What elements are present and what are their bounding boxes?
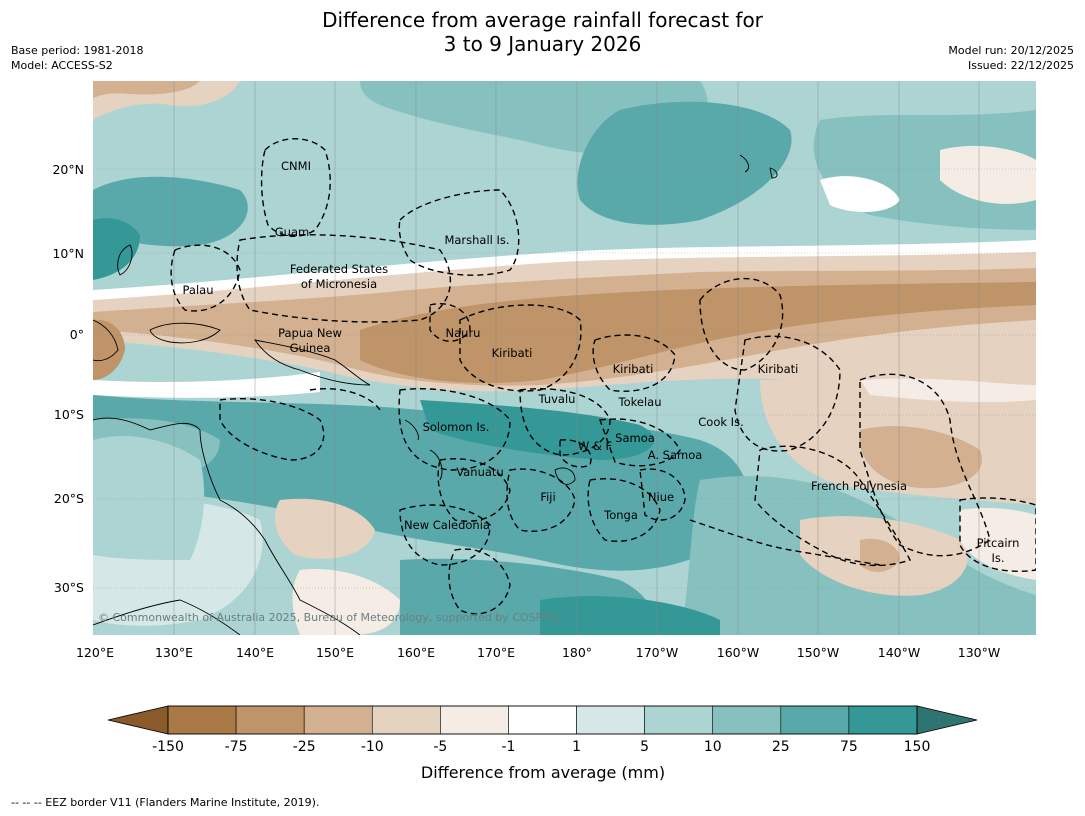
label-pitcairn-2: Is. <box>991 551 1004 565</box>
map-title: Difference from average rainfall forecas… <box>0 8 1085 56</box>
colorbar-tick-label: 25 <box>772 739 790 755</box>
label-fsm-1: Federated States <box>290 262 388 276</box>
colorbar-tick-label: -150 <box>152 739 184 755</box>
lat-tick: 20°S <box>54 491 84 506</box>
meta-left: Base period: 1981-2018 Model: ACCESS-S2 <box>11 43 143 73</box>
longitude-ticks: 120°E 130°E 140°E 150°E 160°E 170°E 180°… <box>76 645 1000 660</box>
colorbar-label: Difference from average (mm) <box>421 763 665 782</box>
colorbar-segment <box>780 705 850 735</box>
colorbar-tick-label: -5 <box>433 739 447 755</box>
colorbar-tick-label: -75 <box>225 739 248 755</box>
lon-tick: 150°E <box>316 645 354 660</box>
label-cnmi: CNMI <box>281 159 311 173</box>
colorbar-segment <box>508 705 577 735</box>
model-run: Model run: 20/12/2025 <box>948 44 1074 57</box>
lat-tick: 30°S <box>54 580 84 595</box>
eez-footnote: -- -- -- EEZ border V11 (Flanders Marine… <box>11 796 320 809</box>
lat-tick: 10°N <box>52 246 84 261</box>
model-name: Model: ACCESS-S2 <box>11 59 113 72</box>
label-wallis-futuna: W & F <box>578 439 612 453</box>
lon-tick: 170°W <box>636 645 678 660</box>
graticule <box>93 81 1036 635</box>
label-nauru: Nauru <box>446 326 481 340</box>
title-line-1: Difference from average rainfall forecas… <box>322 8 763 32</box>
label-png-1: Papua New <box>278 326 342 340</box>
lon-tick: 160°W <box>717 645 759 660</box>
lon-tick: 160°E <box>397 645 435 660</box>
colorbar-segment <box>167 705 237 735</box>
lon-tick: 140°W <box>878 645 920 660</box>
colorbar-tick-label: 5 <box>640 739 649 755</box>
colorbar-segments <box>167 705 918 735</box>
lon-tick: 140°E <box>236 645 274 660</box>
colorbar-segment <box>848 705 918 735</box>
label-tuvalu: Tuvalu <box>538 392 576 406</box>
colorbar-tick-label: 10 <box>704 739 722 755</box>
region-labels: CNMI Guam Marshall Is. Federated States … <box>183 159 1020 565</box>
colorbar-tick-label: -25 <box>293 739 316 755</box>
colorbar-segment <box>576 705 645 735</box>
lon-tick: 130°E <box>155 645 193 660</box>
anomaly-field <box>93 81 1036 635</box>
label-kiribati-central: Kiribati <box>613 362 654 376</box>
label-niue: Niue <box>648 490 674 504</box>
label-new-caledonia: New Caledonia <box>404 518 490 532</box>
colorbar-segment <box>712 705 782 735</box>
label-vanuatu: Vanuatu <box>456 465 503 479</box>
label-palau: Palau <box>183 283 214 297</box>
colorbar-extend-high <box>916 705 978 735</box>
lon-tick: 130°W <box>958 645 1000 660</box>
issued-date: Issued: 22/12/2025 <box>967 59 1074 72</box>
meta-right: Model run: 20/12/2025 Issued: 22/12/2025 <box>948 43 1074 73</box>
colorbar-tick-label: -1 <box>501 739 515 755</box>
colorbar-segment <box>303 705 373 735</box>
lat-tick: 10°S <box>54 407 84 422</box>
colorbar-tick-label: 150 <box>904 739 931 755</box>
label-fsm-2: of Micronesia <box>301 277 377 291</box>
label-american-samoa: A. Samoa <box>648 448 703 462</box>
colorbar-tick-label: -10 <box>361 739 384 755</box>
colorbar-tick-label: 75 <box>840 739 858 755</box>
copyright-notice: © Commonwealth of Australia 2025, Bureau… <box>98 611 561 624</box>
lon-tick: 120°E <box>76 645 114 660</box>
label-marshall: Marshall Is. <box>444 233 509 247</box>
colorbar-segment <box>644 705 714 735</box>
lon-tick: 150°W <box>797 645 839 660</box>
latitude-ticks: 20°N 10°N 0° 10°S 20°S 30°S <box>52 162 84 595</box>
label-tokelau: Tokelau <box>618 395 662 409</box>
lon-tick: 180° <box>562 645 592 660</box>
colorbar-extend-low <box>107 705 169 735</box>
coastlines <box>93 154 778 635</box>
label-pitcairn-1: Pitcairn <box>977 536 1020 550</box>
title-line-2: 3 to 9 January 2026 <box>443 32 642 56</box>
colorbar: -150 -75 -25 -10 -5 -1 1 5 10 25 75 150 Difference … <box>107 705 978 782</box>
label-solomon: Solomon Is. <box>423 420 490 434</box>
lat-tick: 20°N <box>52 162 84 177</box>
colorbar-segment <box>235 705 305 735</box>
label-png-2: Guinea <box>290 341 331 355</box>
label-samoa: Samoa <box>615 431 655 445</box>
label-french-polynesia: French Polynesia <box>811 479 907 493</box>
colorbar-segment <box>440 705 509 735</box>
colorbar-ticks: -150 -75 -25 -10 -5 -1 1 5 10 25 75 150 <box>152 739 930 755</box>
lon-tick: 170°E <box>477 645 515 660</box>
label-tonga: Tonga <box>603 508 638 522</box>
label-kiribati-west: Kiribati <box>492 346 533 360</box>
label-cook: Cook Is. <box>698 415 743 429</box>
colorbar-segment <box>371 705 441 735</box>
label-guam: Guam <box>275 225 309 239</box>
eez-borders <box>170 138 1036 615</box>
label-kiribati-east: Kiribati <box>758 362 799 376</box>
base-period: Base period: 1981-2018 <box>11 44 144 57</box>
lat-tick: 0° <box>70 327 84 342</box>
label-fiji: Fiji <box>540 490 555 504</box>
colorbar-tick-label: 1 <box>572 739 581 755</box>
